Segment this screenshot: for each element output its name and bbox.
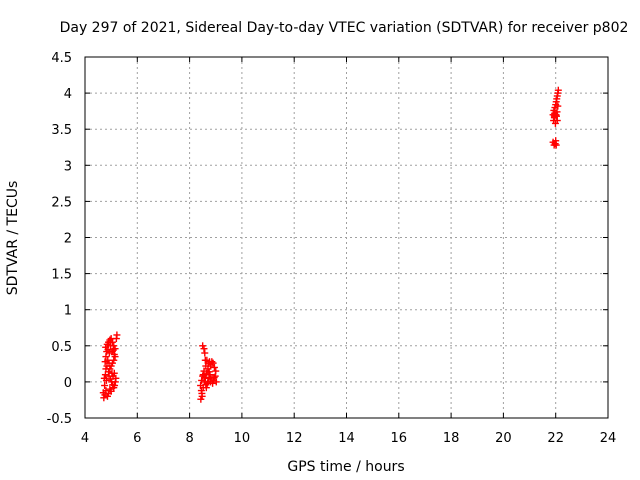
data-point: [198, 389, 206, 397]
x-tick-label: 18: [443, 431, 460, 446]
data-point: [108, 338, 116, 346]
data-point: [550, 112, 558, 120]
y-tick-label: 4.5: [51, 51, 72, 66]
y-axis-label: SDTVAR / TECUs: [5, 181, 21, 296]
y-tick-label: 2: [64, 232, 72, 247]
data-point: [99, 389, 107, 397]
data-point: [197, 395, 205, 403]
y-tick-label: 3: [64, 159, 72, 174]
x-tick-label: 12: [286, 431, 303, 446]
x-tick-label: 24: [600, 431, 617, 446]
grid: [85, 57, 608, 418]
y-tick-label: -0.5: [47, 412, 72, 427]
data-point: [205, 374, 213, 382]
data-point: [554, 102, 562, 110]
data-point: [203, 356, 211, 364]
data-point: [212, 378, 220, 386]
data-point: [109, 372, 117, 380]
data-point: [208, 358, 216, 366]
x-tick-label: 20: [495, 431, 512, 446]
x-tick-label: 4: [81, 431, 89, 446]
chart-title: Day 297 of 2021, Sidereal Day-to-day VTE…: [60, 20, 629, 36]
data-point: [100, 374, 108, 382]
data-point: [202, 381, 210, 389]
data-point: [111, 353, 119, 361]
data-point: [211, 372, 219, 380]
y-tick-label: 4: [64, 87, 72, 102]
data-point: [205, 368, 213, 376]
data-point: [113, 331, 121, 339]
x-axis-ticks: 4 6 8 10 12 14 16 18 20 22 24: [81, 57, 616, 446]
data-points: [99, 86, 562, 403]
y-tick-label: 1: [64, 304, 72, 319]
y-tick-label: 2.5: [51, 195, 72, 210]
y-tick-label: 0.5: [51, 340, 72, 355]
data-point: [101, 382, 109, 390]
x-tick-label: 6: [133, 431, 141, 446]
data-point: [111, 382, 119, 390]
data-point: [105, 359, 113, 367]
x-tick-label: 14: [338, 431, 355, 446]
data-point: [107, 342, 115, 350]
data-point: [200, 345, 208, 353]
y-axis-ticks: -0.5 0 0.5 1 1.5 2 2.5 3 3.5 4 4.5: [47, 51, 608, 427]
data-point: [201, 349, 209, 357]
data-point: [551, 119, 559, 127]
data-point: [107, 387, 115, 395]
y-tick-label: 0: [64, 376, 72, 391]
data-point: [210, 374, 218, 382]
x-tick-label: 16: [391, 431, 408, 446]
y-tick-label: 3.5: [51, 123, 72, 138]
x-tick-label: 22: [547, 431, 564, 446]
data-point: [210, 363, 218, 371]
data-point: [199, 371, 207, 379]
data-point: [209, 359, 217, 367]
data-point: [554, 86, 562, 94]
y-tick-label: 1.5: [51, 268, 72, 283]
x-axis-label: GPS time / hours: [287, 459, 404, 475]
plot-frame: [84, 56, 609, 419]
x-tick-label: 8: [185, 431, 193, 446]
data-point: [552, 141, 560, 149]
data-point: [552, 111, 560, 119]
data-point: [108, 348, 116, 356]
data-point: [102, 353, 110, 361]
data-point: [104, 345, 112, 353]
x-tick-label: 10: [234, 431, 251, 446]
